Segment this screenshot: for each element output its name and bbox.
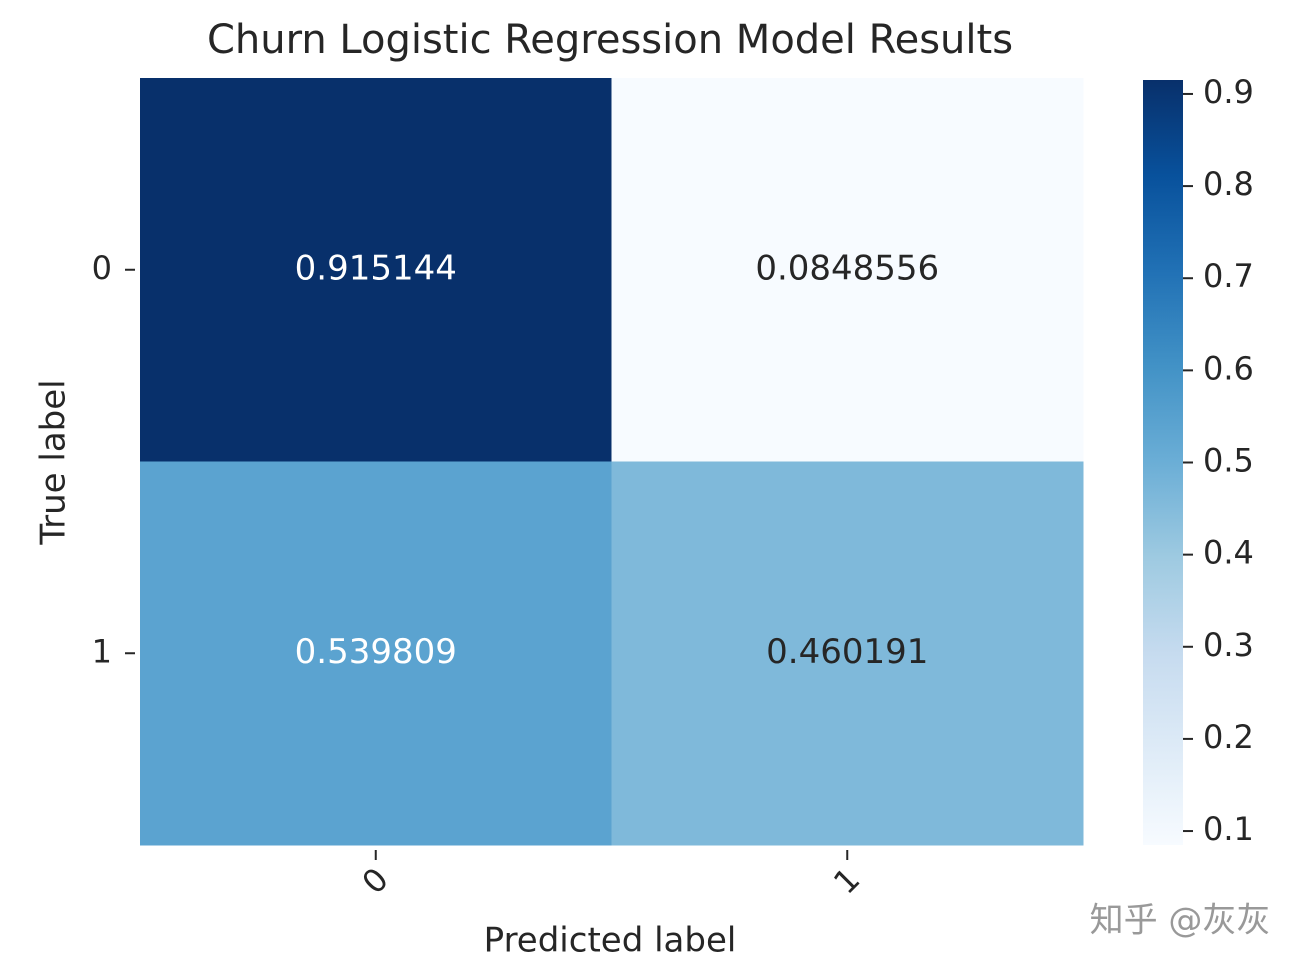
y-tick-label: 1 xyxy=(92,632,112,670)
heatmap-cell xyxy=(140,78,612,462)
y-tick-label: 0 xyxy=(92,249,112,287)
cell-label: 0.539809 xyxy=(295,632,457,672)
colorbar-tick-label: 0.7 xyxy=(1203,257,1254,295)
colorbar-tick-label: 0.6 xyxy=(1203,349,1254,387)
cell-label: 0.915144 xyxy=(295,248,457,288)
colorbar xyxy=(1143,80,1183,845)
colorbar-tick-label: 0.9 xyxy=(1203,73,1254,111)
cell-label: 0.0848556 xyxy=(755,248,939,288)
cell-label: 0.460191 xyxy=(766,632,928,672)
heatmap-cell xyxy=(611,461,1084,846)
x-tick-label: 1 xyxy=(826,860,867,901)
x-tick-label: 0 xyxy=(355,860,396,901)
watermark: 知乎 @灰灰 xyxy=(1090,901,1271,941)
colorbar-tick-label: 0.5 xyxy=(1203,441,1254,479)
colorbar-tick-label: 0.4 xyxy=(1203,534,1254,572)
heatmap-cell xyxy=(140,461,612,846)
x-axis-label: Predicted label xyxy=(484,921,737,961)
colorbar-tick-label: 0.3 xyxy=(1203,626,1254,664)
colorbar-tick-label: 0.1 xyxy=(1203,810,1254,848)
y-axis-label: True label xyxy=(34,379,74,545)
chart-title: Churn Logistic Regression Model Results xyxy=(207,17,1013,63)
colorbar-tick-label: 0.8 xyxy=(1203,165,1254,203)
heatmap-cell xyxy=(611,78,1084,462)
colorbar-tick-label: 0.2 xyxy=(1203,718,1254,756)
